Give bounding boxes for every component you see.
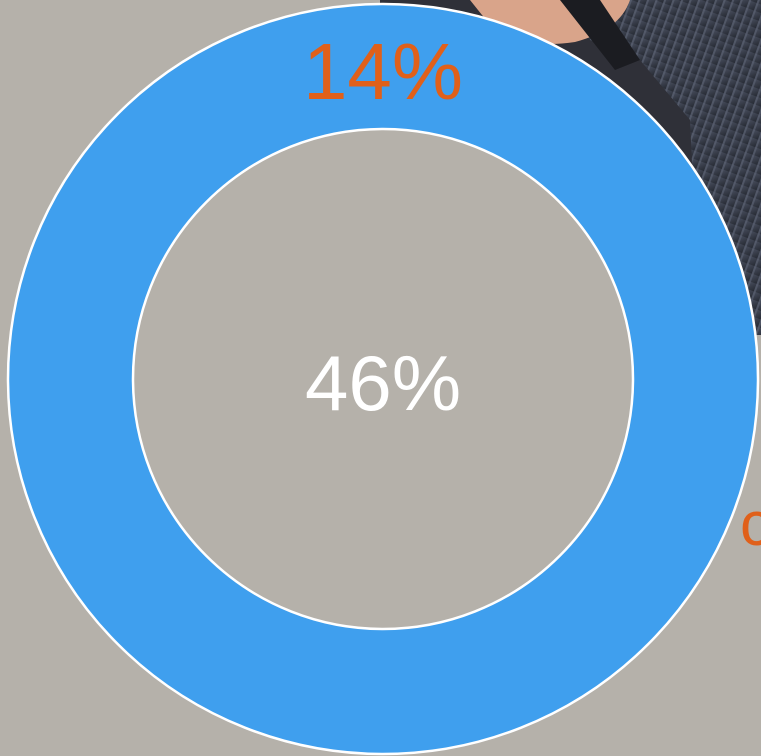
photo-shirt — [380, 0, 761, 335]
photo-apron — [560, 0, 640, 70]
ring-inner — [131, 127, 635, 631]
top-label: 14% — [303, 27, 463, 116]
edge-label: c — [740, 490, 761, 559]
center-label: 46% — [305, 339, 461, 427]
